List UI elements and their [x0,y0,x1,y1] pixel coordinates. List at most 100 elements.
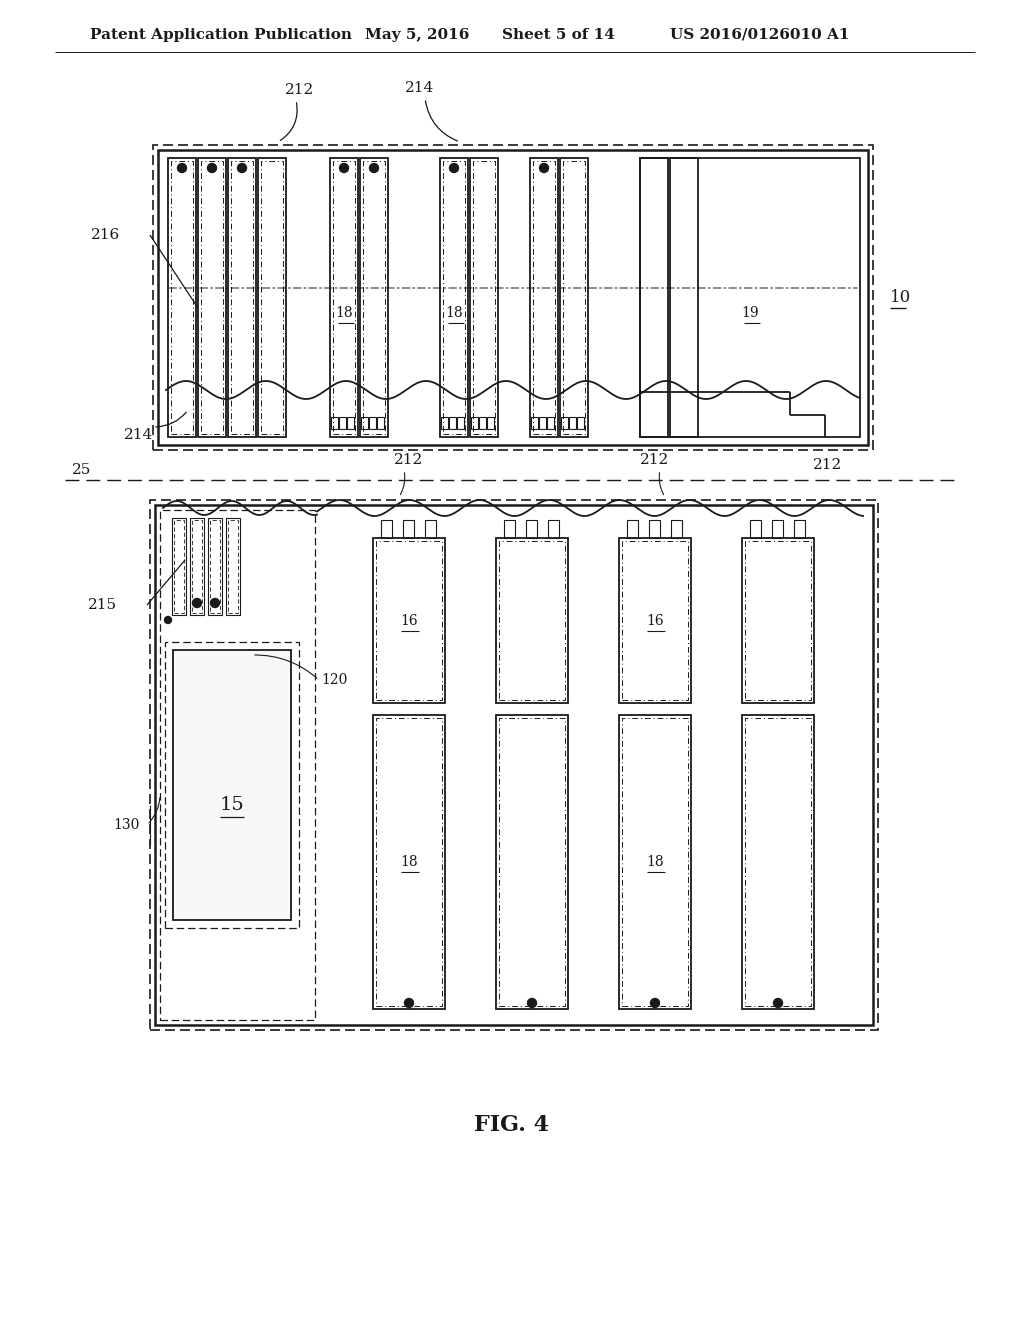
Bar [425,520,436,539]
Bar [496,539,568,704]
Bar [165,642,299,928]
Text: 16: 16 [400,614,418,628]
Bar [640,158,668,437]
Bar [360,158,388,437]
Bar [577,417,584,429]
Bar [231,161,253,434]
Bar [622,541,688,700]
Bar [561,417,568,429]
Bar [640,158,860,437]
Bar [160,510,315,1020]
Bar [362,161,385,434]
Bar [618,715,691,1008]
Bar [649,520,660,539]
Bar [627,520,638,539]
Text: Patent Application Publication: Patent Application Publication [90,28,352,42]
Text: Sheet 5 of 14: Sheet 5 of 14 [502,28,614,42]
Text: 10: 10 [890,289,911,306]
Bar [548,520,559,539]
Text: 216: 216 [91,228,120,242]
Bar [174,520,184,612]
Bar [563,161,585,434]
Bar [347,417,354,429]
Bar [745,541,811,700]
Bar [228,158,256,437]
Bar [569,417,575,429]
Text: 18: 18 [400,855,418,869]
Circle shape [165,616,171,623]
Bar [526,520,537,539]
Bar [381,520,392,539]
Bar [377,417,384,429]
Bar [479,417,486,429]
Text: 212: 212 [640,453,670,467]
Bar [618,539,691,704]
Bar [671,520,682,539]
Text: 18: 18 [646,855,664,869]
Text: 214: 214 [406,81,434,95]
Text: 215: 215 [88,598,117,612]
Text: 16: 16 [646,614,664,628]
Bar [173,649,291,920]
Bar [547,417,554,429]
Bar [258,158,286,437]
Bar [772,520,783,539]
Bar [473,161,495,434]
Text: 130: 130 [114,818,140,832]
Bar [745,718,811,1006]
Text: US 2016/0126010 A1: US 2016/0126010 A1 [670,28,850,42]
Text: 212: 212 [286,83,314,96]
Circle shape [650,998,659,1007]
Bar [496,715,568,1008]
Bar [208,517,222,615]
Bar [330,158,358,437]
Text: 25: 25 [72,463,91,477]
Bar [376,541,442,700]
Text: May 5, 2016: May 5, 2016 [365,28,469,42]
Text: 18: 18 [335,306,353,319]
Bar [228,520,238,612]
Bar [331,417,338,429]
Bar [471,417,478,429]
Bar [441,417,449,429]
Bar [670,158,698,437]
Bar [440,158,468,437]
Bar [742,715,814,1008]
Bar [449,417,456,429]
Bar [150,500,878,1030]
Bar [499,541,565,700]
Circle shape [340,164,348,173]
Bar [369,417,376,429]
Bar [470,158,498,437]
Text: FIG. 4: FIG. 4 [474,1114,550,1137]
Bar [373,715,445,1008]
Bar [226,517,240,615]
Bar [153,145,873,450]
Bar [499,718,565,1006]
Bar [373,539,445,704]
Text: 120: 120 [321,673,347,686]
Bar [158,150,868,445]
Bar [376,718,442,1006]
Circle shape [404,998,414,1007]
Text: 19: 19 [741,306,759,319]
Bar [742,539,814,704]
Circle shape [370,164,379,173]
Text: 18: 18 [445,306,463,319]
Circle shape [450,164,459,173]
Bar [622,718,688,1006]
Bar [155,506,873,1026]
Bar [171,161,193,434]
Bar [261,161,283,434]
Bar [531,417,538,429]
Bar [487,417,494,429]
Bar [534,161,555,434]
Bar [457,417,464,429]
Bar [361,417,368,429]
Bar [560,158,588,437]
Circle shape [177,164,186,173]
Bar [210,520,220,612]
Text: 214: 214 [124,428,153,442]
Text: 15: 15 [219,796,245,814]
Bar [172,517,186,615]
